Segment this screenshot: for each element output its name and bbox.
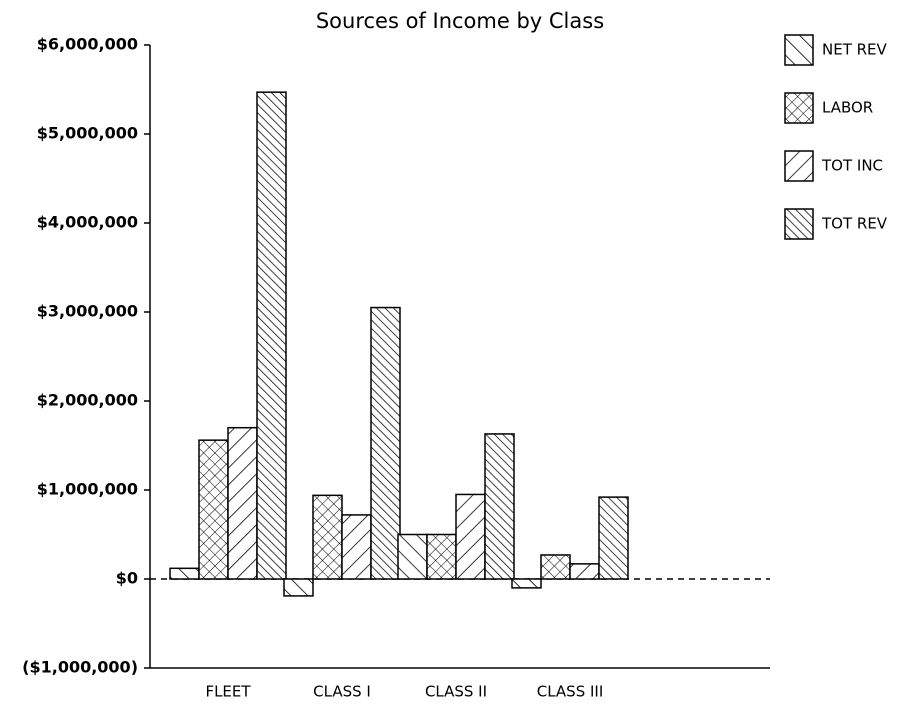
y-tick-label: $2,000,000: [37, 391, 138, 410]
legend-label: LABOR: [822, 99, 873, 117]
y-tick-label: $4,000,000: [37, 213, 138, 232]
bar: [511, 578, 542, 589]
bar: [455, 493, 486, 580]
bar: [484, 433, 515, 580]
x-tick-label: CLASS II: [425, 683, 487, 701]
y-tick-label: $5,000,000: [37, 124, 138, 143]
bar: [341, 514, 372, 580]
legend-swatch: [784, 150, 814, 182]
bar: [312, 494, 343, 580]
y-tick-label: ($1,000,000): [22, 658, 138, 677]
bar: [426, 533, 457, 580]
x-tick-label: CLASS III: [537, 683, 604, 701]
bar: [540, 554, 571, 580]
bar: [397, 533, 428, 580]
bar: [169, 567, 200, 580]
legend-swatch: [784, 208, 814, 240]
bar: [598, 496, 629, 580]
x-tick-label: CLASS I: [313, 683, 371, 701]
bar: [198, 439, 229, 580]
bar: [283, 578, 314, 597]
legend-label: TOT INC: [821, 157, 883, 175]
legend-label: TOT REV: [821, 215, 888, 233]
legend-swatch: [784, 34, 814, 66]
legend-swatch: [784, 92, 814, 124]
y-tick-label: $0: [116, 569, 138, 588]
y-tick-label: $3,000,000: [37, 302, 138, 321]
y-tick-label: $6,000,000: [37, 35, 138, 54]
y-tick-label: $1,000,000: [37, 480, 138, 499]
bar: [227, 426, 258, 580]
x-tick-label: FLEET: [205, 683, 251, 701]
bar: [370, 306, 401, 580]
legend-label: NET REV: [822, 41, 888, 59]
bar: [569, 563, 600, 580]
bar: [256, 91, 287, 580]
chart-title: Sources of Income by Class: [316, 9, 604, 33]
